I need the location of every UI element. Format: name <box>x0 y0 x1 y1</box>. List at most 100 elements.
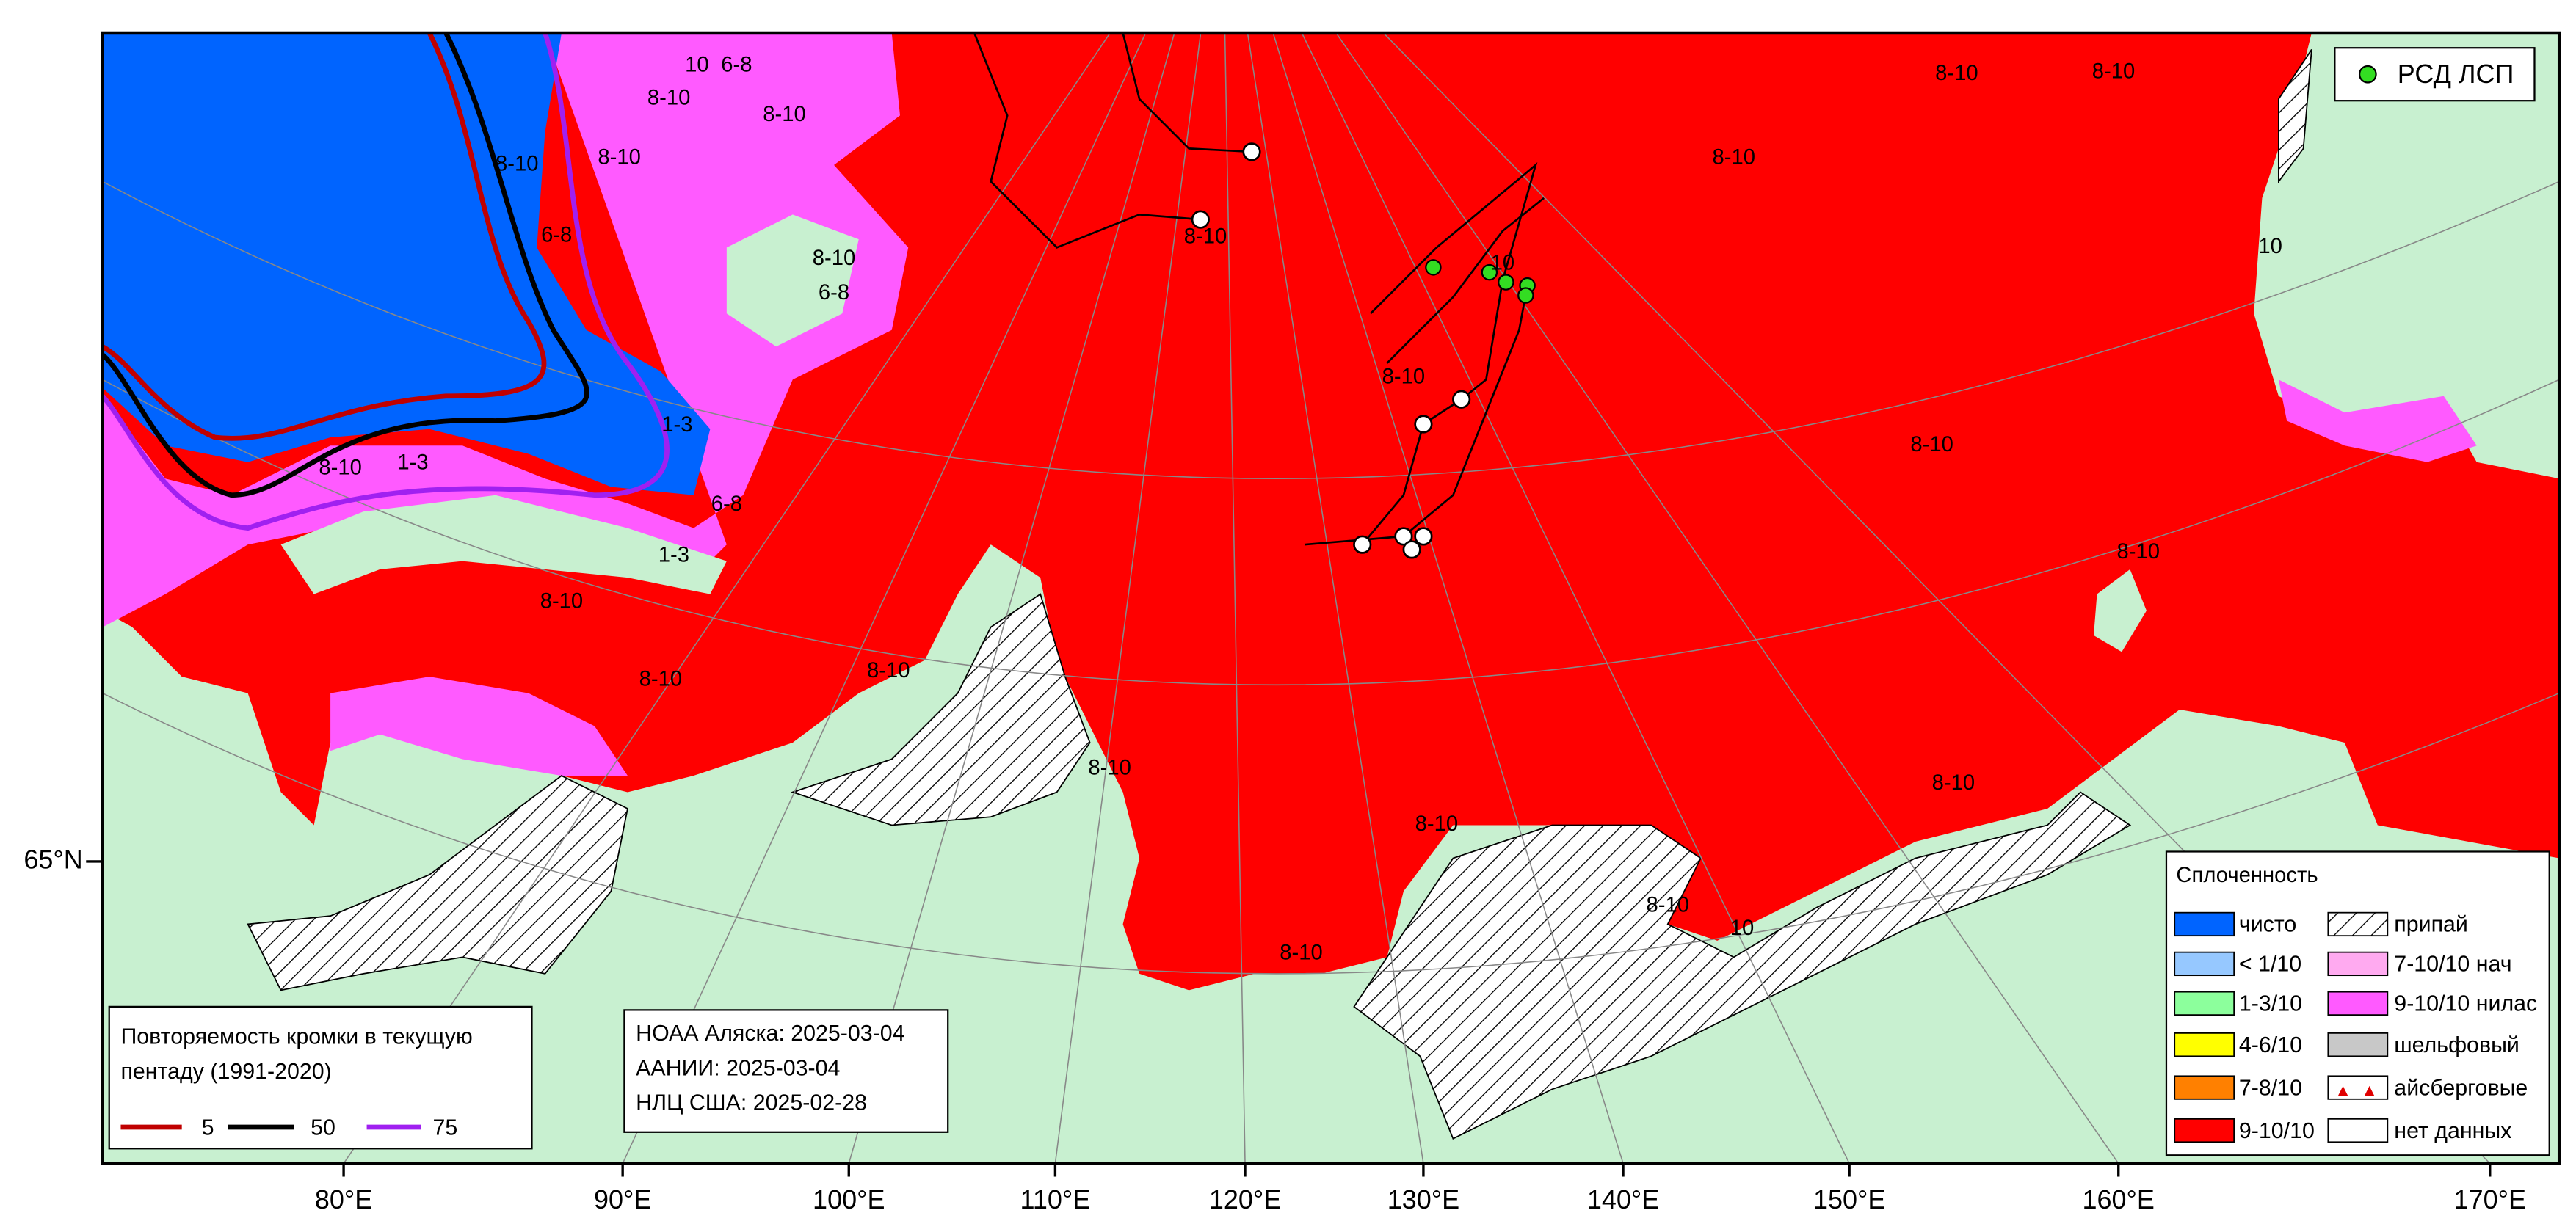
concentration-legend: Сплоченность чисто < 1/10 1-3/10 4-6/10 7-8/… <box>2165 850 2550 1156</box>
ice-label: 1-3 <box>658 544 689 567</box>
longitude-label: 100°E <box>813 1184 885 1213</box>
ice-label: 8-10 <box>1647 893 1689 917</box>
ice-label: 8-10 <box>2092 60 2135 84</box>
source: НОАА Аляска: 2025-03-04 <box>636 1021 904 1046</box>
legend-swatch <box>2327 991 2389 1016</box>
ice-labels: 8-10 8-10 6-8 8-10 10 6-8 8-10 8-10 6-8 1-3 6-8 1-3… <box>319 54 2282 965</box>
ice-label: 10 <box>685 54 709 77</box>
longitude-labels: 80°E 90°E 100°E 110°E 120°E 130°E 140°E 150°E 16… <box>315 1163 2526 1213</box>
edge-legend-title: пентаду (1991-2020) <box>120 1060 331 1084</box>
graticule <box>102 32 2560 1164</box>
legend-label: 9-10/10 <box>2239 1119 2315 1143</box>
ice-nilas <box>2278 379 2477 462</box>
drift-buoys <box>1425 259 1536 304</box>
fast-ice <box>247 774 628 991</box>
drift-legend-label: РСД ЛСП <box>2398 59 2514 89</box>
ice-label: 8-10 <box>867 659 910 682</box>
legend-swatch <box>2174 1118 2235 1143</box>
ice-label: 8-10 <box>1935 62 1978 85</box>
ice-label: 6-8 <box>721 54 752 77</box>
ice-label: 8-10 <box>1932 771 1975 795</box>
ice-label: 8-10 <box>1382 365 1425 389</box>
legend-swatch <box>2174 1032 2235 1057</box>
sources: НОАА Аляска: 2025-03-04 ААНИИ: 2025-03-0… <box>623 1009 949 1133</box>
ice-label: 8-10 <box>813 247 855 270</box>
fast-ice <box>2277 48 2312 184</box>
legend-label: чисто <box>2239 913 2296 937</box>
source: НЛЦ США: 2025-02-28 <box>636 1091 867 1115</box>
longitude-label: 80°E <box>315 1184 372 1213</box>
iceberg-symbol <box>2364 1085 2375 1096</box>
ice-label: 1-3 <box>661 413 692 437</box>
longitude-label: 150°E <box>1813 1184 1885 1213</box>
ice-label: 8-10 <box>1910 433 1953 456</box>
legend-swatch <box>2327 951 2389 977</box>
edge-legend: Повторяемость кромки в текущую пентаду (… <box>108 1005 533 1150</box>
legend-label: 4-6/10 <box>2239 1033 2302 1057</box>
legend-swatch <box>2327 911 2389 937</box>
ice-nilas <box>330 677 628 776</box>
ice-label: 6-8 <box>819 281 849 305</box>
ice-label: 8-10 <box>1712 146 1755 170</box>
longitude-label: 160°E <box>2083 1184 2155 1213</box>
ice-label: 10 <box>2258 235 2282 258</box>
ice-label: 8-10 <box>496 153 538 176</box>
legend-swatch <box>2174 991 2235 1016</box>
legend-swatch <box>2327 1118 2389 1143</box>
ice-label: 8-10 <box>319 456 361 479</box>
edge-legend-value: 50 <box>311 1115 335 1140</box>
ice-label: 8-10 <box>540 590 583 613</box>
ice-label: 10 <box>1491 252 1515 275</box>
peninsula <box>280 495 727 594</box>
drift-legend: РСД ЛСП <box>2334 47 2536 102</box>
longitude-label: 90°E <box>594 1184 651 1213</box>
edge-lines <box>102 32 670 531</box>
legend-swatch <box>2174 951 2235 977</box>
legend-label: 7-10/10 нач <box>2394 952 2511 977</box>
ice-label: 10 <box>1730 917 1755 940</box>
longitude-label: 120°E <box>1209 1184 1281 1213</box>
legend-swatch <box>2327 1075 2389 1100</box>
map-area: 8-10 8-10 6-8 8-10 10 6-8 8-10 8-10 6-8 1-3 6-8 1-3… <box>102 32 2560 1164</box>
legend-label: припай <box>2394 913 2468 937</box>
concentration-legend-title: Сплоченность <box>2176 864 2318 887</box>
ice-label: 6-8 <box>711 492 742 516</box>
drift-stations <box>1191 142 1471 559</box>
ice-label: 8-10 <box>2116 540 2159 564</box>
ice-label: 8-10 <box>598 146 640 170</box>
edge-legend-value: 5 <box>202 1115 214 1140</box>
longitude-label: 110°E <box>1020 1184 1091 1213</box>
ice-label: 8-10 <box>1280 941 1322 965</box>
ice-label: 1-3 <box>397 451 428 475</box>
legend-label: нет данных <box>2394 1119 2511 1143</box>
ice-label: 8-10 <box>1184 225 1227 249</box>
longitude-label: 170°E <box>2454 1184 2526 1213</box>
longitude-label: 130°E <box>1387 1184 1459 1213</box>
edge-legend-value: 75 <box>433 1115 458 1140</box>
ice-label: 8-10 <box>1088 757 1131 780</box>
longitude-label: 140°E <box>1587 1184 1659 1213</box>
iceberg-symbol <box>2337 1085 2348 1096</box>
ice-free <box>102 32 711 495</box>
drift-tracks <box>973 32 1545 546</box>
fast-ice <box>790 593 1091 826</box>
legend-swatch <box>2327 1032 2389 1057</box>
fast-ice <box>1353 791 2132 1140</box>
legend-label: 7-8/10 <box>2239 1076 2302 1100</box>
legend-label: < 1/10 <box>2239 952 2301 977</box>
ice-label: 8-10 <box>639 667 682 691</box>
legend-label: шельфовый <box>2394 1033 2519 1057</box>
island <box>2094 569 2147 652</box>
legend-label: 9-10/10 нилас <box>2394 992 2537 1016</box>
latitude-label: 65°N <box>23 844 82 874</box>
legend-label: 1-3/10 <box>2239 992 2302 1016</box>
legend-swatch <box>2174 1075 2235 1100</box>
legend-label: айсберговые <box>2394 1076 2528 1100</box>
ice-label: 8-10 <box>763 103 805 126</box>
edge-legend-title: Повторяемость кромки в текущую <box>120 1025 472 1049</box>
source: ААНИИ: 2025-03-04 <box>636 1056 840 1080</box>
island <box>726 214 859 347</box>
ice-label: 8-10 <box>647 87 690 110</box>
